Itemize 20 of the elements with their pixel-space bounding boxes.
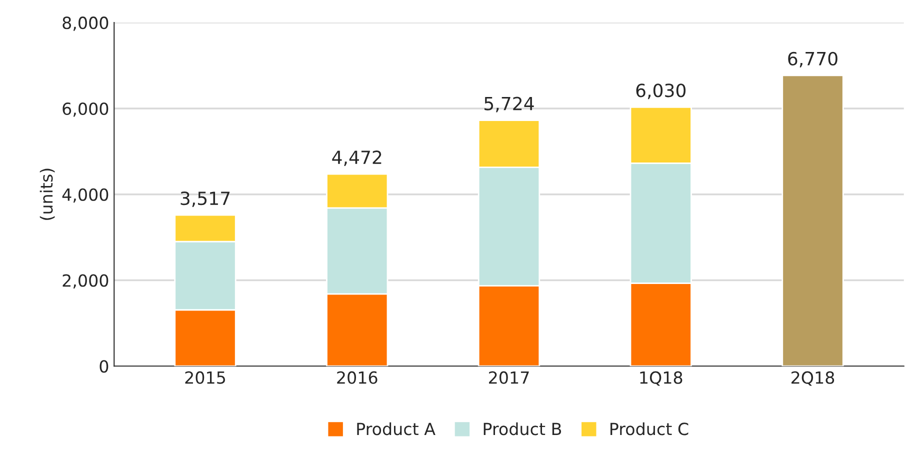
y-tick-label: 0: [100, 360, 108, 373]
total-label: 3,517: [180, 192, 230, 208]
legend-label: Product B: [484, 422, 562, 436]
y-axis-title: (units): [40, 168, 55, 220]
y-tick-label: 2,000: [62, 274, 108, 289]
y-tick-label: 4,000: [62, 188, 108, 203]
total-label: 4,472: [332, 150, 382, 166]
total-label: 5,724: [484, 96, 534, 112]
x-tick-label: 2016: [337, 371, 378, 384]
legend-label: Product C: [610, 422, 688, 436]
legend-label: Product A: [357, 422, 436, 436]
y-tick-label: 6,000: [62, 102, 108, 117]
bar: [782, 74, 844, 366]
total-label: 6,030: [636, 84, 686, 100]
total-label: 6,770: [788, 52, 838, 68]
x-tick-label: 2Q18: [792, 371, 834, 386]
x-tick-label: 2017: [489, 371, 529, 384]
y-tick-label: 8,000: [62, 16, 108, 31]
x-tick-label: 2015: [185, 371, 225, 384]
x-tick-label: 1Q18: [640, 371, 682, 386]
